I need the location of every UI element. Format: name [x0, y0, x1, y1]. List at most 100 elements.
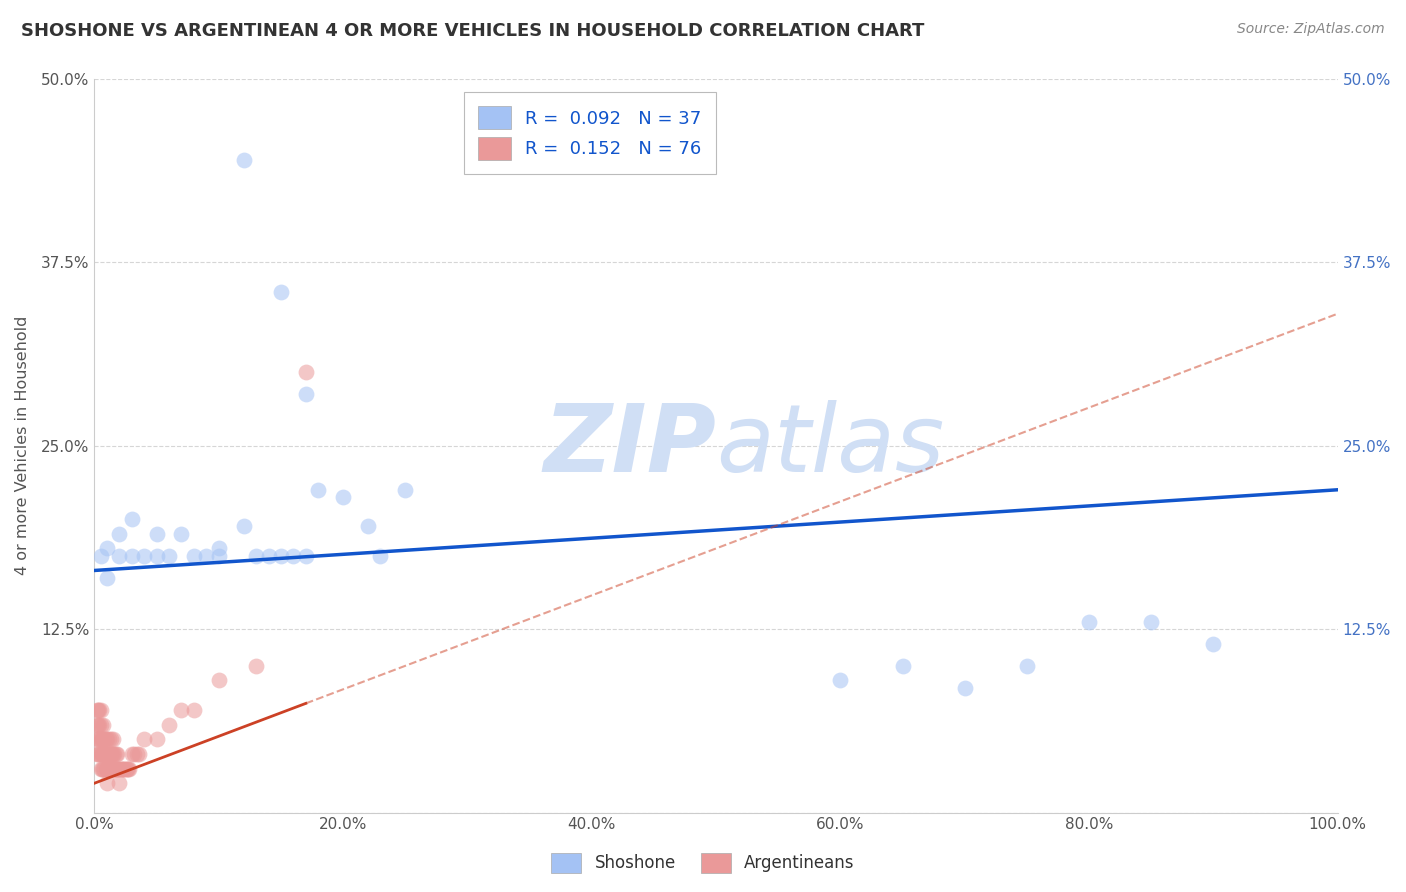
Point — [157, 717, 180, 731]
Point — [145, 549, 167, 563]
Point — [332, 490, 354, 504]
Point — [93, 732, 115, 747]
Point — [100, 747, 122, 761]
Point — [98, 732, 121, 747]
Point — [111, 762, 134, 776]
Point — [90, 762, 112, 776]
Point — [232, 153, 254, 167]
Point — [89, 747, 111, 761]
Point — [94, 762, 117, 776]
Point — [270, 285, 292, 299]
Point — [93, 762, 115, 776]
Point — [96, 732, 118, 747]
Point — [183, 549, 205, 563]
Y-axis label: 4 or more Vehicles in Household: 4 or more Vehicles in Household — [15, 316, 30, 575]
Point — [90, 747, 112, 761]
Point — [96, 776, 118, 790]
Point — [100, 732, 122, 747]
Point — [87, 732, 110, 747]
Point — [128, 747, 150, 761]
Point — [97, 762, 120, 776]
Point — [370, 549, 392, 563]
Point — [283, 549, 305, 563]
Point — [90, 747, 112, 761]
Point — [86, 717, 108, 731]
Point — [91, 762, 114, 776]
Point — [114, 762, 136, 776]
Point — [86, 703, 108, 717]
Point — [134, 549, 156, 563]
Point — [394, 483, 416, 497]
Point — [110, 762, 132, 776]
Point — [90, 549, 112, 563]
Point — [104, 762, 127, 776]
Point — [103, 747, 125, 761]
Point — [208, 541, 231, 556]
Point — [98, 762, 121, 776]
Point — [183, 703, 205, 717]
Point — [98, 747, 121, 761]
Point — [108, 776, 131, 790]
Point — [90, 703, 112, 717]
Point — [117, 762, 139, 776]
Point — [90, 717, 112, 731]
Text: Source: ZipAtlas.com: Source: ZipAtlas.com — [1237, 22, 1385, 37]
Point — [157, 549, 180, 563]
Point — [91, 732, 114, 747]
Point — [121, 747, 143, 761]
Point — [953, 681, 976, 695]
Point — [357, 519, 380, 533]
Point — [830, 673, 852, 688]
Point — [100, 762, 122, 776]
Point — [87, 747, 110, 761]
Point — [112, 762, 135, 776]
Text: ZIP: ZIP — [543, 400, 716, 491]
Point — [108, 526, 131, 541]
Point — [86, 747, 108, 761]
Point — [105, 747, 128, 761]
Point — [108, 549, 131, 563]
Point — [145, 732, 167, 747]
Point — [90, 732, 112, 747]
Point — [257, 549, 280, 563]
Point — [121, 549, 143, 563]
Legend: Shoshone, Argentineans: Shoshone, Argentineans — [544, 847, 862, 880]
Point — [245, 658, 267, 673]
Point — [96, 541, 118, 556]
Point — [87, 717, 110, 731]
Text: atlas: atlas — [716, 401, 945, 491]
Point — [101, 747, 124, 761]
Point — [89, 703, 111, 717]
Point — [145, 526, 167, 541]
Point — [1140, 615, 1163, 629]
Point — [125, 747, 148, 761]
Legend: R =  0.092   N = 37, R =  0.152   N = 76: R = 0.092 N = 37, R = 0.152 N = 76 — [464, 92, 716, 174]
Point — [93, 747, 115, 761]
Point — [101, 747, 124, 761]
Point — [87, 703, 110, 717]
Point — [112, 762, 135, 776]
Point — [101, 732, 124, 747]
Point — [96, 571, 118, 585]
Point — [118, 762, 141, 776]
Point — [103, 762, 125, 776]
Point — [121, 512, 143, 526]
Point — [94, 747, 117, 761]
Point — [96, 762, 118, 776]
Point — [307, 483, 329, 497]
Point — [170, 703, 193, 717]
Point — [295, 387, 318, 401]
Point — [1078, 615, 1101, 629]
Point — [170, 526, 193, 541]
Point — [134, 732, 156, 747]
Point — [89, 732, 111, 747]
Point — [115, 762, 138, 776]
Text: SHOSHONE VS ARGENTINEAN 4 OR MORE VEHICLES IN HOUSEHOLD CORRELATION CHART: SHOSHONE VS ARGENTINEAN 4 OR MORE VEHICL… — [21, 22, 925, 40]
Point — [104, 747, 127, 761]
Point — [94, 732, 117, 747]
Point — [108, 762, 131, 776]
Point — [96, 747, 118, 761]
Point — [208, 673, 231, 688]
Point — [90, 732, 112, 747]
Point — [101, 762, 124, 776]
